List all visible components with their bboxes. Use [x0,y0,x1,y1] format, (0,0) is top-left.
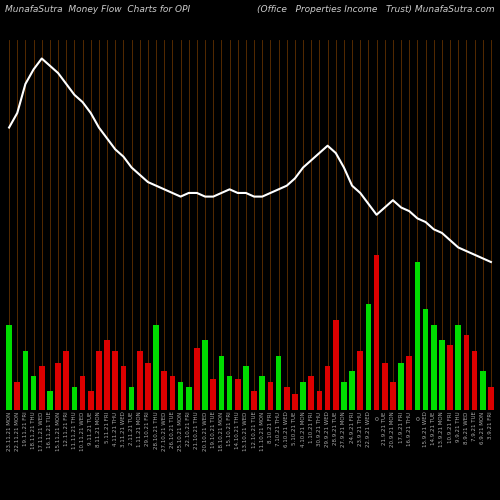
Bar [260,376,265,410]
Bar [366,304,372,410]
Bar [112,351,118,410]
Bar [447,344,453,410]
Bar [390,382,396,410]
Bar [128,386,134,410]
Bar [145,364,151,410]
Bar [464,336,469,410]
Bar [55,364,61,410]
Bar [96,351,102,410]
Bar [22,351,28,410]
Bar [243,366,249,410]
Bar [300,382,306,410]
Bar [137,351,142,410]
Bar [374,254,380,410]
Bar [104,340,110,410]
Bar [439,340,445,410]
Bar [153,324,159,410]
Bar [186,386,192,410]
Bar [194,348,200,410]
Bar [170,376,175,410]
Bar [251,392,257,410]
Bar [349,371,355,410]
Bar [80,376,86,410]
Bar [30,376,36,410]
Bar [292,394,298,410]
Bar [120,366,126,410]
Bar [341,382,347,410]
Bar [333,320,338,410]
Bar [6,324,12,410]
Text: (Office   Properties Income   Trust) MunafaSutra.com: (Office Properties Income Trust) MunafaS… [258,5,495,14]
Bar [480,371,486,410]
Bar [398,364,404,410]
Bar [414,262,420,410]
Bar [316,392,322,410]
Bar [202,340,208,410]
Bar [47,392,53,410]
Bar [162,371,167,410]
Bar [488,386,494,410]
Bar [218,356,224,410]
Bar [456,324,461,410]
Bar [431,324,436,410]
Bar [308,376,314,410]
Bar [235,379,240,410]
Bar [422,309,428,410]
Bar [284,386,290,410]
Bar [226,376,232,410]
Bar [382,364,388,410]
Bar [472,351,478,410]
Bar [210,379,216,410]
Text: 0: 0 [374,418,378,422]
Text: 0: 0 [416,418,420,422]
Bar [324,366,330,410]
Text: MunafaSutra  Money Flow  Charts for OPI: MunafaSutra Money Flow Charts for OPI [5,5,190,14]
Bar [72,386,78,410]
Bar [358,351,363,410]
Bar [268,382,274,410]
Bar [276,356,281,410]
Bar [88,392,94,410]
Bar [14,382,20,410]
Bar [39,366,44,410]
Bar [64,351,69,410]
Bar [406,356,412,410]
Bar [178,382,184,410]
